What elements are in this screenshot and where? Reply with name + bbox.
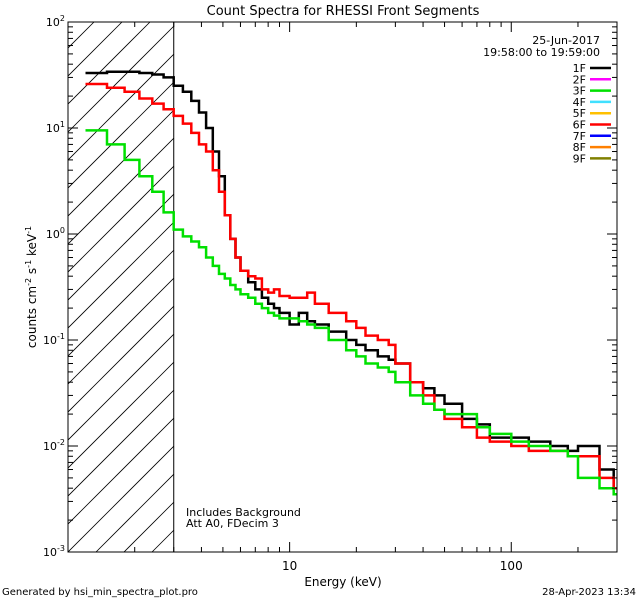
x-axis-label: Energy (keV) — [304, 575, 381, 589]
legend-label-3F: 3F — [573, 85, 586, 98]
hatch-line — [68, 22, 207, 161]
legend-label-4F: 4F — [573, 96, 586, 109]
excluded-energy-hatch — [68, 22, 617, 552]
y-tick-label: 102 — [46, 14, 65, 29]
y-label-part-2: s — [25, 268, 39, 278]
chart-title: Count Spectra for RHESSI Front Segments — [207, 4, 480, 19]
hatch-line — [68, 22, 179, 133]
series-6F — [85, 82, 617, 490]
legend-label-1F: 1F — [573, 62, 586, 75]
annotation-attenuator: Att A0, FDecim 3 — [186, 517, 279, 530]
y-label-exp-1: -2 — [24, 278, 33, 286]
y-label-exp-2: -1 — [24, 260, 33, 268]
time-range-label: 19:58:00 to 19:59:00 — [483, 46, 600, 59]
hatch-mask — [173, 22, 617, 552]
legend-label-8F: 8F — [573, 141, 586, 154]
y-label-exp-3: -1 — [24, 226, 33, 234]
legend-label-6F: 6F — [573, 119, 586, 132]
plot-frame — [67, 21, 618, 553]
y-axis-label: counts cm-2 s-1 keV-1 — [24, 226, 39, 348]
date-label: 25-Jun-2017 — [532, 34, 600, 47]
y-tick-label: 10-1 — [43, 332, 65, 347]
x-tick-label: 100 — [500, 559, 523, 573]
legend-label-5F: 5F — [573, 107, 586, 120]
y-label-part-3: keV — [25, 233, 39, 260]
x-tick-label: 10 — [282, 559, 297, 573]
generation-timestamp: 28-Apr-2023 13:34 — [542, 587, 636, 598]
annotation-background: Includes Background — [186, 506, 301, 519]
legend-label-9F: 9F — [573, 152, 586, 165]
y-label-part-1: counts cm — [25, 286, 39, 348]
y-tick-label: 101 — [46, 120, 65, 135]
y-tick-label: 10-2 — [43, 438, 65, 453]
hatch-line — [68, 22, 235, 189]
series-3F — [85, 129, 617, 496]
y-tick-label: 100 — [46, 226, 65, 241]
legend-label-7F: 7F — [573, 130, 586, 143]
legend-label-2F: 2F — [573, 73, 586, 86]
generated-by-label: Generated by hsi_min_spectra_plot.pro — [2, 587, 198, 598]
y-tick-label: 10-3 — [43, 544, 65, 559]
